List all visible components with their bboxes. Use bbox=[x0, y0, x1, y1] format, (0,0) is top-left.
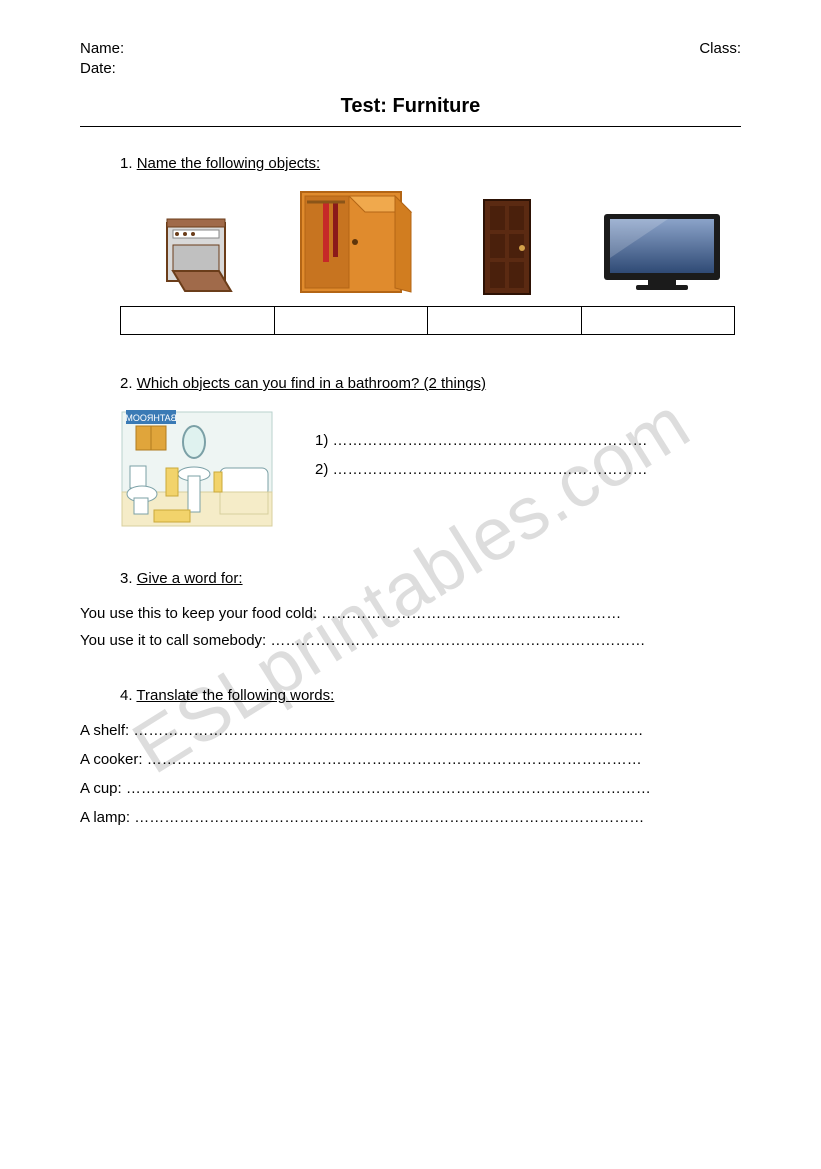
q4-number: 4. bbox=[120, 687, 133, 704]
door-icon bbox=[478, 198, 538, 298]
worksheet-page: Name: Class: Date: Test: Furniture 1. Na… bbox=[0, 0, 821, 878]
q1-number: 1. bbox=[120, 155, 133, 172]
q1-image-row bbox=[120, 188, 741, 298]
table-row bbox=[121, 307, 735, 335]
q1-prompt: Name the following objects: bbox=[137, 155, 320, 172]
q2-number: 2. bbox=[120, 375, 133, 392]
bathroom-icon: BATHROOM bbox=[120, 410, 275, 530]
q4-prompt: Translate the following words: bbox=[136, 687, 334, 704]
q1-answer-table bbox=[120, 306, 735, 335]
svg-text:BATHROOM: BATHROOM bbox=[125, 413, 176, 423]
q3-lines: You use this to keep your food cold: ………… bbox=[80, 605, 741, 649]
wardrobe-icon bbox=[293, 188, 413, 298]
q4-lines: A shelf: …………………………………………………………………………………… bbox=[80, 722, 741, 826]
q3-heading: 3. Give a word for: bbox=[120, 570, 741, 587]
q4-line-3[interactable]: A cup: ………………………………………………………………………………………… bbox=[80, 780, 741, 797]
page-title: Test: Furniture bbox=[80, 95, 741, 118]
class-label: Class: bbox=[699, 40, 741, 57]
q3-prompt: Give a word for: bbox=[137, 570, 243, 587]
header-row: Name: Class: bbox=[80, 40, 741, 57]
q2-prompt: Which objects can you find in a bathroom… bbox=[137, 375, 486, 392]
answer-cell[interactable] bbox=[581, 307, 735, 335]
answer-cell[interactable] bbox=[428, 307, 582, 335]
q2-heading: 2. Which objects can you find in a bathr… bbox=[120, 375, 741, 392]
q2-answer-lines: 1) ……………………………………………………… 2) ………………………………… bbox=[315, 410, 648, 490]
q4-line-4[interactable]: A lamp: ……………………………………………………………………………………… bbox=[80, 809, 741, 826]
title-rule bbox=[80, 126, 741, 127]
q3-number: 3. bbox=[120, 570, 133, 587]
answer-cell[interactable] bbox=[121, 307, 275, 335]
q1-heading: 1. Name the following objects: bbox=[120, 155, 741, 172]
q2-content: BATHROOM 1) ……………………………………………………… 2) bbox=[120, 410, 741, 530]
tv-icon bbox=[598, 208, 728, 298]
q4-line-2[interactable]: A cooker: ………………………………………………………………………………… bbox=[80, 751, 741, 768]
answer-cell[interactable] bbox=[274, 307, 428, 335]
q4-line-1[interactable]: A shelf: …………………………………………………………………………………… bbox=[80, 722, 741, 739]
q3-line-2[interactable]: You use it to call somebody: ……………………………… bbox=[80, 632, 741, 649]
stove-icon bbox=[153, 213, 243, 298]
q4-heading: 4. Translate the following words: bbox=[120, 687, 741, 704]
q2-line-2[interactable]: 2) ……………………………………………………… bbox=[315, 461, 648, 478]
q3-line-1[interactable]: You use this to keep your food cold: ………… bbox=[80, 605, 741, 622]
date-label: Date: bbox=[80, 60, 741, 77]
q2-line-1[interactable]: 1) ……………………………………………………… bbox=[315, 432, 648, 449]
name-label: Name: bbox=[80, 40, 124, 57]
